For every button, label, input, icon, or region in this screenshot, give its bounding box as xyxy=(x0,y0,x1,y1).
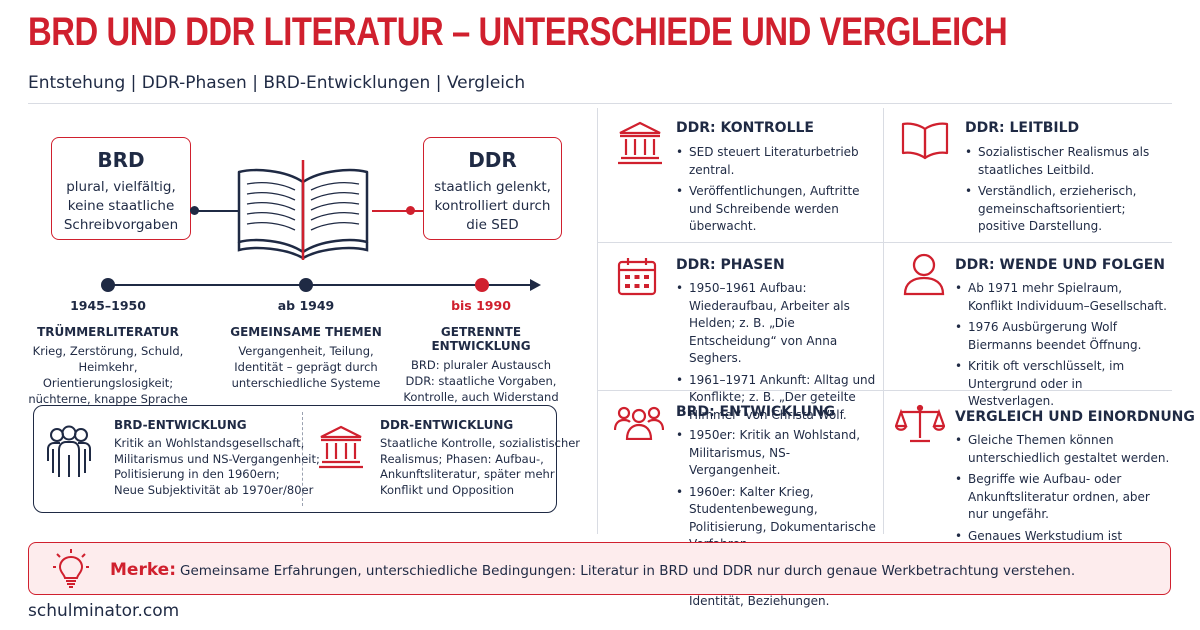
dev-line: Militarismus und NS-Vergangenheit; xyxy=(114,451,320,466)
card-list-item: Gleiche Themen können unterschiedlich ge… xyxy=(955,432,1170,467)
dev-line: Neue Subjektivität ab 1970er/80er xyxy=(114,482,314,497)
dev-line: Realismus; Phasen: Aufbau-, xyxy=(380,451,544,466)
dev-line: Staatliche Kontrolle, sozialistischer xyxy=(380,436,581,450)
footer-site: schulminator.com xyxy=(28,601,180,621)
dev-line: Kritik an Wohlstandsgesellschaft, xyxy=(114,436,305,450)
open-book-icon xyxy=(901,122,949,160)
timeline-desc-line: nüchterne, knappe Sprache xyxy=(28,392,188,406)
card-list-item: Ab 1971 mehr Spielraum, Konflikt Individ… xyxy=(955,280,1167,315)
timeline-dot xyxy=(101,278,115,292)
ddr-box-title: DDR xyxy=(468,148,517,172)
grid-divider xyxy=(883,108,884,534)
timeline-desc-line: unterschiedliche Systeme xyxy=(231,376,381,390)
brd-box-line: keine staatliche xyxy=(67,198,175,214)
institution-icon xyxy=(618,121,662,165)
card-list-item: Veröffentlichungen, Auftritte und Schrei… xyxy=(676,183,876,236)
ddr-development-text: Staatliche Kontrolle, sozialistischer Re… xyxy=(380,436,580,498)
page-subtitle: Entstehung | DDR-Phasen | BRD-Entwicklun… xyxy=(28,73,526,93)
dev-line: Ankunftsliteratur, später mehr xyxy=(380,467,555,481)
timeline-label: GETRENNTE ENTWICKLUNG xyxy=(431,325,531,353)
brd-connector xyxy=(191,210,241,212)
calendar-icon xyxy=(617,258,657,296)
card-title-brd-entwicklung: BRD: ENTWICKLUNG xyxy=(676,404,836,420)
timeline-desc-line: BRD: pluraler Austausch xyxy=(410,358,552,372)
group-icon xyxy=(614,406,664,440)
card-list-item: Kritik oft verschlüsselt, im Untergrund … xyxy=(955,358,1167,411)
dev-line: Konflikt und Opposition xyxy=(380,482,514,497)
timeline-stage: ab 1949 GEMEINSAME THEMEN Vergangenheit,… xyxy=(221,298,391,391)
timeline-desc-line: Krieg, Zerstörung, Schuld, xyxy=(32,344,184,358)
ddr-connector xyxy=(372,210,423,212)
page-title: BRD UND DDR LITERATUR – UNTERSCHIEDE UND… xyxy=(28,10,1008,54)
scales-icon xyxy=(895,404,945,443)
group-icon xyxy=(47,425,91,477)
card-list-item: SED steuert Literaturbetrieb zentral. xyxy=(676,144,876,179)
card-list-item: Verständlich, erzieherisch, gemeinschaft… xyxy=(965,183,1165,236)
card-list-item: 1961–1971 Ankunft: Alltag und Konflikte;… xyxy=(676,372,876,425)
merke-box xyxy=(28,542,1171,595)
card-list: 1950–1961 Aufbau: Wiederaufbau, Arbeiter… xyxy=(676,280,876,428)
merke-label: Merke: xyxy=(110,560,177,580)
development-divider xyxy=(302,412,303,506)
open-book-illustration xyxy=(237,160,369,260)
timeline-desc-line: Identität – geprägt durch xyxy=(234,360,378,374)
ddr-box: DDR staatlich gelenkt, kontrolliert durc… xyxy=(423,137,562,240)
timeline-year: bis 1990 xyxy=(451,298,511,313)
lightbulb-icon xyxy=(53,549,89,588)
brd-connector-dot xyxy=(190,206,199,215)
brd-box-line: plural, vielfältig, xyxy=(66,179,176,195)
card-list-item: Begriffe wie Aufbau- oder Ankunftslitera… xyxy=(955,471,1170,524)
merke-text: Gemeinsame Erfahrungen, unterschiedliche… xyxy=(180,563,1076,579)
timeline-dot xyxy=(299,278,313,292)
timeline-label: TRÜMMERLITERATUR xyxy=(37,325,179,339)
header-divider xyxy=(28,103,1172,104)
card-title-ddr-leitbild: DDR: LEITBILD xyxy=(965,120,1080,136)
grid-divider xyxy=(597,108,598,534)
timeline-desc-line: DDR: staatliche Vorgaben, xyxy=(405,374,557,388)
card-list-item: 1976 Ausbürgerung Wolf Biermanns beendet… xyxy=(955,319,1167,354)
card-list: Ab 1971 mehr Spielraum, Konflikt Individ… xyxy=(955,280,1167,415)
timeline-axis xyxy=(107,284,532,286)
grid-divider xyxy=(597,390,1172,391)
grid-divider xyxy=(597,242,1172,243)
card-title-ddr-wende: DDR: WENDE UND FOLGEN xyxy=(955,257,1166,273)
card-list: Sozialistischer Realismus als staatliche… xyxy=(965,144,1165,240)
brd-development-text: Kritik an Wohlstandsgesellschaft, Milita… xyxy=(114,436,320,498)
ddr-connector-dot xyxy=(406,206,415,215)
ddr-box-line: kontrolliert durch xyxy=(434,198,551,214)
timeline-stage: bis 1990 GETRENNTE ENTWICKLUNG BRD: plur… xyxy=(396,298,566,405)
timeline-year: 1945–1950 xyxy=(70,298,146,313)
card-list-item: 1950er: Kritik an Wohlstand, Militarismu… xyxy=(676,427,879,480)
ddr-box-line: staatlich gelenkt, xyxy=(434,179,551,195)
ddr-development-title: DDR-ENTWICKLUNG xyxy=(380,418,514,432)
card-list-item: 1950–1961 Aufbau: Wiederaufbau, Arbeiter… xyxy=(676,280,876,368)
timeline-label: GEMEINSAME THEMEN xyxy=(230,325,382,339)
brd-development-title: BRD-ENTWICKLUNG xyxy=(114,418,247,432)
brd-box: BRD plural, vielfältig, keine staatliche… xyxy=(51,137,191,240)
card-title-ddr-kontrolle: DDR: KONTROLLE xyxy=(676,120,814,136)
brd-box-line: Schreibvorgaben xyxy=(63,217,179,233)
timeline-desc-line: Vergangenheit, Teilung, xyxy=(238,344,374,358)
timeline-stage: 1945–1950 TRÜMMERLITERATUR Krieg, Zerstö… xyxy=(23,298,193,407)
timeline-arrowhead xyxy=(530,279,541,291)
person-icon xyxy=(903,253,945,296)
dev-line: Politisierung in den 1960ern; xyxy=(114,467,280,481)
timeline-dot-current xyxy=(475,278,489,292)
development-box xyxy=(33,405,557,513)
timeline-desc-line: Kontrolle, auch Widerstand xyxy=(403,390,559,404)
card-list-item: Sozialistischer Realismus als staatliche… xyxy=(965,144,1165,179)
card-title-ddr-phasen: DDR: PHASEN xyxy=(676,257,785,273)
card-list: SED steuert Literaturbetrieb zentral. Ve… xyxy=(676,144,876,240)
card-title-vergleich: VERGLEICH UND EINORDNUNG xyxy=(955,409,1195,425)
timeline-desc-line: Heimkehr, Orientierungslosigkeit; xyxy=(42,360,174,390)
institution-icon xyxy=(319,425,363,469)
brd-box-title: BRD xyxy=(97,148,145,172)
timeline-year: ab 1949 xyxy=(277,298,335,313)
ddr-box-line: die SED xyxy=(466,217,519,233)
